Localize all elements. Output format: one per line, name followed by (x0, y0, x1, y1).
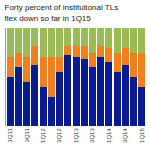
svg-text:1Q14: 1Q14 (106, 128, 112, 143)
svg-text:1Q13: 1Q13 (73, 128, 79, 143)
svg-text:1Q12: 1Q12 (40, 128, 46, 143)
svg-text:3Q12: 3Q12 (56, 128, 62, 143)
svg-text:1Q15: 1Q15 (139, 128, 145, 143)
svg-text:1Q11: 1Q11 (7, 128, 13, 143)
svg-text:3Q11: 3Q11 (24, 128, 30, 143)
svg-text:3Q14: 3Q14 (122, 128, 128, 143)
svg-text:3Q13: 3Q13 (89, 128, 95, 143)
svg-text:Forty percent of institutional: Forty percent of institutional TLsflex d… (5, 3, 119, 22)
